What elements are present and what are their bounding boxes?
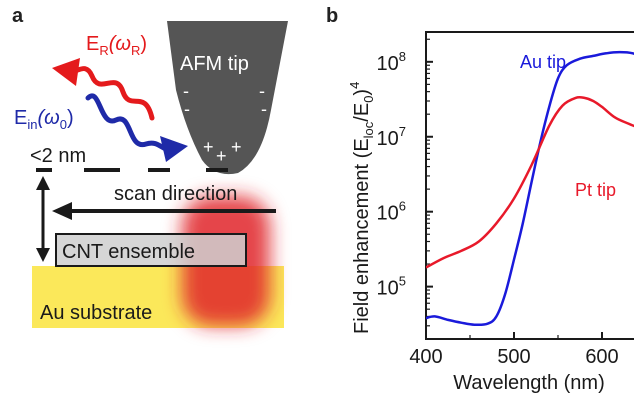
series-line-pt-tip [426, 95, 634, 269]
neg-charge: - [261, 99, 267, 119]
series-layer [426, 50, 634, 327]
afm-tip-label: AFM tip [180, 53, 249, 75]
scan-arrow [52, 202, 276, 220]
x-tick-label: 500 [497, 346, 530, 368]
e-in-label: Ein(ω0) [14, 107, 74, 132]
panel-a: a Au substrate AFM tip - - - - + + + ER(… [12, 5, 288, 328]
cnt-ensemble-box [55, 233, 247, 267]
x-tick-label: 600 [585, 346, 618, 368]
x-axis-label: Wavelength (nm) [453, 372, 605, 394]
neg-charge: - [184, 99, 190, 119]
cnt-ensemble-label: CNT ensemble [62, 241, 195, 263]
neg-charge: - [259, 81, 265, 101]
panel-b-label: b [326, 5, 338, 27]
x-ticks: 400 500 600 [409, 332, 619, 368]
y-tick-label: 105 [377, 274, 406, 300]
series-line-au-tip [426, 50, 634, 327]
y-tick-label: 106 [377, 199, 406, 225]
e-r-label: ER(ωR) [86, 33, 147, 58]
pos-charge: + [216, 146, 227, 166]
x-tick-label: 400 [409, 346, 442, 368]
scan-direction-label: scan direction [114, 183, 237, 205]
cnt-dashes [36, 168, 228, 172]
panel-a-label: a [12, 5, 24, 27]
y-tick-label: 108 [377, 49, 406, 75]
e-in-wave [85, 93, 188, 162]
e-r-wave [52, 58, 155, 121]
legend-au-tip: Au tip [520, 52, 566, 72]
plot-frame [425, 31, 634, 340]
gap-arrow [36, 176, 50, 262]
legend-pt-tip: Pt tip [575, 180, 616, 200]
au-substrate-label: Au substrate [40, 302, 152, 324]
gap-label: <2 nm [30, 145, 86, 167]
neg-charge: - [183, 81, 189, 101]
y-axis-label: Field enhancement (Eloc/E0)4 [347, 82, 376, 334]
panel-b: b Field enhancement (Eloc/E0)4 105 106 107… [326, 5, 634, 394]
y-ticks: 105 106 107 108 [377, 38, 433, 340]
y-tick-label: 107 [377, 124, 406, 150]
pos-charge: + [231, 137, 242, 157]
afm-tip [167, 21, 288, 175]
tip-charges: - - - - + + + [183, 81, 267, 166]
pos-charge: + [203, 137, 214, 157]
